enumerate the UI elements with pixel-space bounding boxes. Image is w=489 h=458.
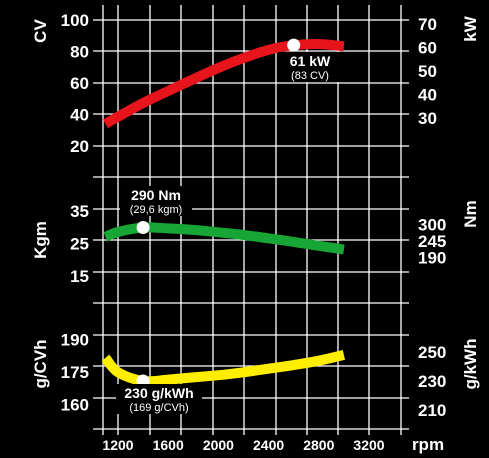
- x-tick-label: 2800: [303, 437, 334, 453]
- left-tick-label: 40: [70, 106, 89, 125]
- power-annotation-box: [278, 52, 342, 82]
- x-tick-label: 2400: [253, 437, 284, 453]
- right-tick-label: 40: [418, 86, 437, 105]
- left-tick-label: 80: [70, 43, 89, 62]
- right-tick-label: 300: [418, 216, 446, 235]
- right-tick-label: 190: [418, 249, 446, 268]
- power-series-line: [102, 38, 345, 129]
- consumption-series-line: [101, 350, 346, 387]
- right-tick-label: 50: [418, 62, 437, 81]
- consumption-annotation-value: 230 g/kWh: [124, 385, 193, 401]
- right-tick-label: 245: [418, 232, 446, 251]
- consumption-annotation-secondary: (169 g/CVh): [129, 402, 188, 414]
- right-tick-label: 70: [418, 15, 437, 34]
- power-annotation-value: 61 kW: [290, 53, 331, 69]
- power-annotation-secondary: (83 CV): [291, 70, 329, 82]
- right-tick-label: 250: [418, 343, 446, 362]
- left-tick-label: 60: [70, 74, 89, 93]
- power-peak-marker: [287, 38, 301, 52]
- left-tick-label: 25: [70, 235, 89, 254]
- left-tick-label: 100: [61, 11, 89, 30]
- right-tick-label: 60: [418, 39, 437, 58]
- torque-annotation-value: 290 Nm: [131, 187, 181, 203]
- left-tick-label: 20: [70, 137, 89, 156]
- left-axis-title: CV: [31, 19, 50, 43]
- left-tick-label: 15: [70, 267, 89, 286]
- torque-annotation-secondary: (29,6 kgm): [130, 204, 183, 216]
- right-tick-label: 30: [418, 109, 437, 128]
- right-axis-title: kW: [461, 15, 480, 41]
- right-tick-label: 210: [418, 401, 446, 420]
- left-tick-label: 35: [70, 202, 89, 221]
- right-axis-title: Nm: [461, 200, 480, 227]
- x-axis-unit: rpm: [412, 435, 444, 454]
- x-tick-label: 3200: [353, 437, 384, 453]
- torque-peak-marker: [136, 221, 150, 234]
- left-tick-label: 190: [61, 331, 89, 350]
- chart-series: [101, 38, 346, 388]
- left-axis-title: Kgm: [31, 221, 50, 259]
- torque-annotation-box: [120, 186, 192, 216]
- consumption-annotation-box: [116, 384, 202, 414]
- x-tick-label: 1200: [102, 437, 133, 453]
- left-tick-label: 160: [61, 396, 89, 415]
- x-tick-label: 1600: [153, 437, 184, 453]
- left-tick-label: 175: [61, 363, 89, 382]
- x-tick-label: 2000: [203, 437, 234, 453]
- right-axis-title: g/kWh: [461, 339, 480, 390]
- torque-series-line: [103, 222, 345, 255]
- right-tick-label: 230: [418, 372, 446, 391]
- left-axis-title: g/CVh: [31, 339, 50, 388]
